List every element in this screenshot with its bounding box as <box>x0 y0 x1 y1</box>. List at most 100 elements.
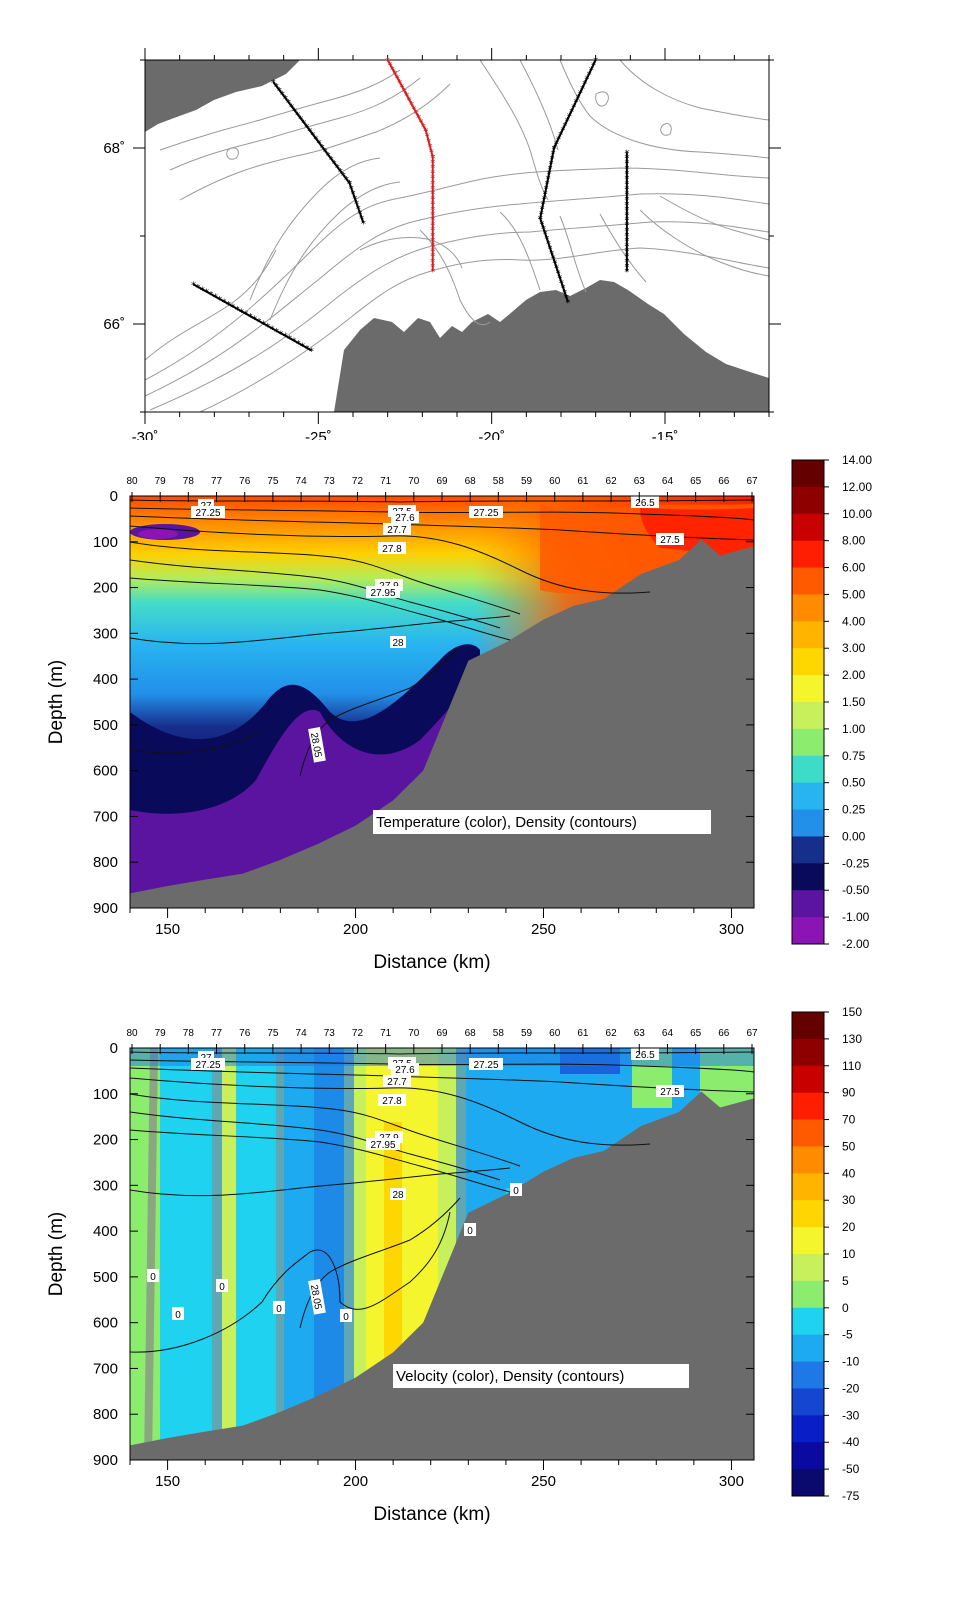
velocity-zero-label-box <box>147 1269 159 1282</box>
station-marker: * <box>549 159 554 170</box>
colorbar-swatch <box>792 917 824 945</box>
station-marker: * <box>347 179 352 190</box>
station-marker: * <box>624 226 629 237</box>
map-section-4 <box>539 59 597 303</box>
station-label: 61 <box>577 1028 589 1039</box>
station-marker: * <box>430 220 435 231</box>
station-marker: * <box>274 327 279 338</box>
colorbar-label: 12.00 <box>842 480 872 494</box>
station-marker: * <box>624 252 629 263</box>
station-marker: * <box>557 273 562 284</box>
y-tick-label: 200 <box>93 580 118 597</box>
station-label: 70 <box>408 1028 420 1039</box>
contour-labels: 2727.2527.527.627.2527.727.827.927.95282… <box>147 1048 684 1323</box>
colorbar-swatch <box>792 1065 824 1094</box>
station-marker: * <box>567 112 572 123</box>
station-marker: * <box>430 267 435 278</box>
contour-label-box <box>378 542 406 554</box>
x-tick-label: 300 <box>719 921 744 938</box>
colorbar-label: 0.75 <box>842 749 866 763</box>
station-label: 59 <box>521 1028 533 1039</box>
station-label: 68 <box>465 1028 477 1039</box>
map-section-2 <box>272 81 365 224</box>
station-marker: * <box>624 262 629 273</box>
station-marker: * <box>351 189 356 200</box>
station-label: 78 <box>183 476 195 487</box>
colorbar-label: 0.50 <box>842 776 866 790</box>
station-marker: * <box>546 174 551 185</box>
station-marker: * <box>402 87 407 98</box>
colorbar-swatch <box>792 755 824 784</box>
station-marker: * <box>414 109 419 120</box>
station-marker: * <box>538 214 543 225</box>
station-marker: * <box>271 78 276 89</box>
map-lon-label: -25˚ <box>305 429 332 440</box>
station-marker: * <box>265 322 270 333</box>
contour-label: 27.5 <box>660 1087 680 1098</box>
station-marker: * <box>392 69 397 80</box>
contour-label-box <box>469 506 503 518</box>
station-marker: * <box>425 132 430 143</box>
station-marker: * <box>356 204 361 215</box>
station-marker: * <box>357 209 362 220</box>
x-tick-label: 200 <box>343 1473 368 1490</box>
greenland-landmass <box>145 60 300 132</box>
colorbar-swatch <box>792 782 824 811</box>
contour-label-box <box>390 636 406 648</box>
station-marker: * <box>243 310 248 321</box>
y-tick-label: 400 <box>93 1223 118 1240</box>
temperature-axes: 0 100 200 300 400 500 600 700 800 900 150 200 250 300… <box>46 476 758 973</box>
colorbar-label: 20 <box>842 1220 856 1234</box>
colorbar-swatch <box>792 1200 824 1228</box>
station-marker: * <box>593 56 598 67</box>
map-section-1 <box>193 283 312 352</box>
map-ticks: -30˚ -25˚ -20˚ -15˚ 66˚ 68˚ <box>103 48 781 440</box>
station-marker: * <box>292 106 297 117</box>
station-marker: * <box>222 298 227 309</box>
station-marker: * <box>558 130 563 141</box>
station-marker: * <box>335 163 340 174</box>
station-marker: * <box>423 126 428 137</box>
station-marker: * <box>576 93 581 104</box>
y-tick-label: 900 <box>93 1452 118 1469</box>
colorbar-label: 70 <box>842 1113 856 1127</box>
x-tick-label: 300 <box>719 1473 744 1490</box>
colorbar-swatch <box>792 675 824 703</box>
station-marker: * <box>624 169 629 180</box>
y-tick-label: 600 <box>93 1315 118 1332</box>
contour-label-box <box>656 1085 684 1097</box>
colorbar-label: -5 <box>842 1328 853 1342</box>
station-label: 69 <box>436 1028 448 1039</box>
station-marker: * <box>429 148 434 159</box>
station-marker: * <box>341 171 346 182</box>
contour-label: 28.05 <box>308 1284 323 1311</box>
contour-label: 27.6 <box>395 1065 415 1076</box>
colorbar-label: 30 <box>842 1193 856 1207</box>
colorbar-label: 110 <box>842 1059 861 1073</box>
colorbar-swatch <box>792 1119 824 1147</box>
station-marker: * <box>310 131 315 142</box>
map-lon-label: -15˚ <box>652 429 679 440</box>
station-marker: * <box>305 344 310 355</box>
colorbar-swatch <box>792 1307 824 1336</box>
station-marker: * <box>569 107 574 118</box>
map-sections: * * * * * * * * * * * * * * * * * * * * * * * * * * * *************… <box>191 56 629 357</box>
colorbar-swatch <box>792 513 824 542</box>
station-marker: * <box>430 194 435 205</box>
colorbar-label: 1.00 <box>842 722 866 736</box>
station-marker: * <box>563 121 568 132</box>
station-marker: * <box>230 302 235 313</box>
map-lat-label: 66˚ <box>103 316 125 333</box>
contour-label: 27.7 <box>387 1077 407 1088</box>
station-marker: * <box>624 241 629 252</box>
map-section-3-highlighted <box>386 59 434 272</box>
map-lon-label: -30˚ <box>132 429 159 440</box>
station-marker: * <box>309 346 314 357</box>
colorbar-swatch <box>792 460 824 488</box>
contour-label: 27.95 <box>370 588 395 599</box>
y-tick-label: 300 <box>93 1177 118 1194</box>
velocity-annotation-box <box>393 1364 689 1388</box>
station-marker: * <box>624 190 629 201</box>
station-marker: * <box>624 267 629 278</box>
